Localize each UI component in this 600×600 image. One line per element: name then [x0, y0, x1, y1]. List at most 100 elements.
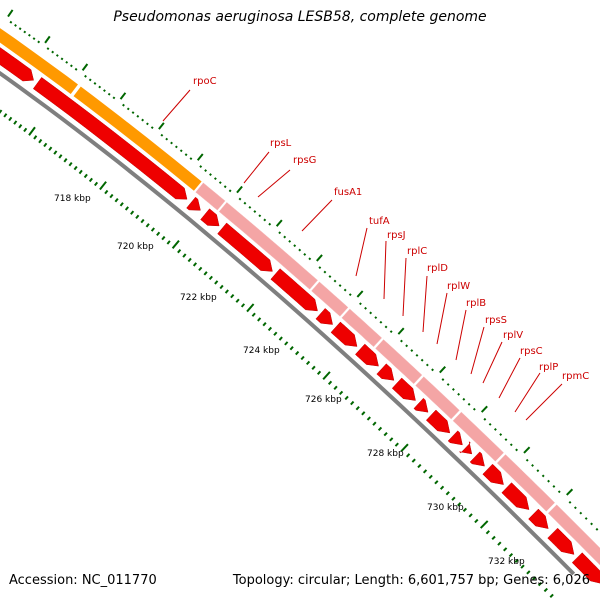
orf-red-arrow [501, 482, 530, 510]
ruler-tick [537, 581, 543, 587]
ruler-tick [441, 378, 445, 382]
ruler-tick [405, 344, 409, 348]
ruler-tick [251, 312, 256, 317]
ruler-tick [557, 490, 561, 494]
ruler-tick [474, 518, 479, 524]
ruler-tick [228, 189, 232, 193]
ruler-tick [8, 116, 13, 122]
ruler-tick [209, 173, 212, 176]
ruler-tick [293, 244, 297, 248]
ruler-tick [170, 141, 173, 145]
ruler-tick [182, 253, 187, 258]
ruler-tick [462, 397, 466, 401]
ruler-tick [74, 67, 78, 71]
ruler-tick [525, 458, 529, 462]
ruler-tick [161, 235, 166, 241]
gene-leader-line [301, 199, 333, 232]
ruler-tick [422, 469, 428, 474]
ruler-tick [199, 165, 203, 168]
ruler-tick [81, 63, 89, 71]
ruler-tick [219, 284, 224, 290]
orf-red-arrow [447, 430, 463, 446]
ruler-tick [532, 576, 537, 581]
ruler-tick [278, 336, 283, 341]
ruler-tick [509, 443, 513, 447]
orf-red-arrow [391, 377, 416, 401]
ruler-tick [146, 122, 149, 126]
ruler-tick [179, 149, 183, 153]
orf-red-arrow [32, 77, 188, 200]
ruler-tick [344, 395, 349, 401]
ruler-tick [590, 522, 593, 526]
ruler-tick [98, 85, 102, 89]
ruler-tick [356, 290, 364, 298]
orf-pink [195, 182, 226, 211]
ruler-label: 728 kbp [367, 449, 404, 459]
ruler-tick [508, 552, 514, 558]
genome-summary: Topology: circular; Length: 6,601,757 bp… [232, 573, 590, 588]
ruler-tick [198, 266, 203, 272]
ruler-tick [7, 9, 14, 18]
gene-leader-line [257, 169, 291, 198]
ruler-tick [425, 363, 429, 367]
ruler-tick [514, 558, 519, 563]
orf-red-arrow [200, 208, 220, 227]
gene-label: rpsJ [387, 230, 406, 241]
ruler-tick [497, 541, 502, 546]
ruler-tick [23, 30, 27, 34]
ruler-tick [361, 411, 366, 416]
map-title: Pseudomonas aeruginosa LESB58, complete … [113, 9, 487, 25]
ruler-tick [462, 507, 467, 512]
ruler-tick [364, 306, 367, 310]
ruler-tick [23, 127, 28, 133]
ruler-tick [311, 365, 316, 370]
orf-pink [452, 411, 504, 462]
orf-pink [341, 308, 383, 348]
ruler-tick [13, 120, 18, 125]
ruler-tick [531, 464, 534, 467]
gene-leader-line [422, 275, 428, 333]
ruler-tick [48, 146, 53, 151]
ruler-tick [230, 293, 235, 299]
ruler-tick [405, 453, 411, 458]
ruler-tick [236, 185, 243, 194]
ruler-tick [112, 96, 116, 100]
ruler-tick [295, 350, 300, 356]
ruler-tick [196, 153, 204, 161]
ruler-tick [283, 235, 287, 239]
ruler-tick [55, 54, 59, 57]
ruler-tick [499, 433, 503, 436]
ruler-tick [327, 380, 333, 385]
ruler-tick [135, 214, 140, 220]
backbone-line [0, 70, 576, 576]
ruler-tick [78, 169, 83, 175]
ruler-tick [526, 570, 531, 575]
ruler-tick [428, 474, 433, 479]
ruler-tick [523, 446, 531, 454]
ruler-tick [141, 118, 145, 122]
ruler-tick [124, 206, 129, 211]
ruler-tick [267, 326, 273, 332]
ruler-tick [431, 368, 434, 372]
ruler-tick [156, 231, 161, 236]
accession-label: Accession: NC_011770 [9, 573, 157, 588]
ruler-tick [51, 50, 55, 54]
ruler-tick [472, 407, 476, 411]
orf-red-arrow [315, 308, 333, 325]
ruler-tick [483, 417, 487, 421]
ruler-tick [165, 137, 169, 141]
orf-red-arrow [482, 463, 504, 485]
ruler-tick [28, 126, 36, 136]
gene-label: rplV [503, 330, 523, 341]
ruler-tick [218, 181, 222, 185]
ruler-tick [136, 114, 140, 118]
ruler-tick [536, 469, 540, 473]
ruler-tick [119, 92, 127, 100]
ruler-tick [377, 426, 383, 432]
orf-red-arrow [469, 451, 485, 467]
gene-leader-line [482, 341, 503, 384]
ruler-tick [174, 145, 178, 149]
ruler-tick [94, 181, 99, 187]
ruler-tick [258, 214, 262, 218]
